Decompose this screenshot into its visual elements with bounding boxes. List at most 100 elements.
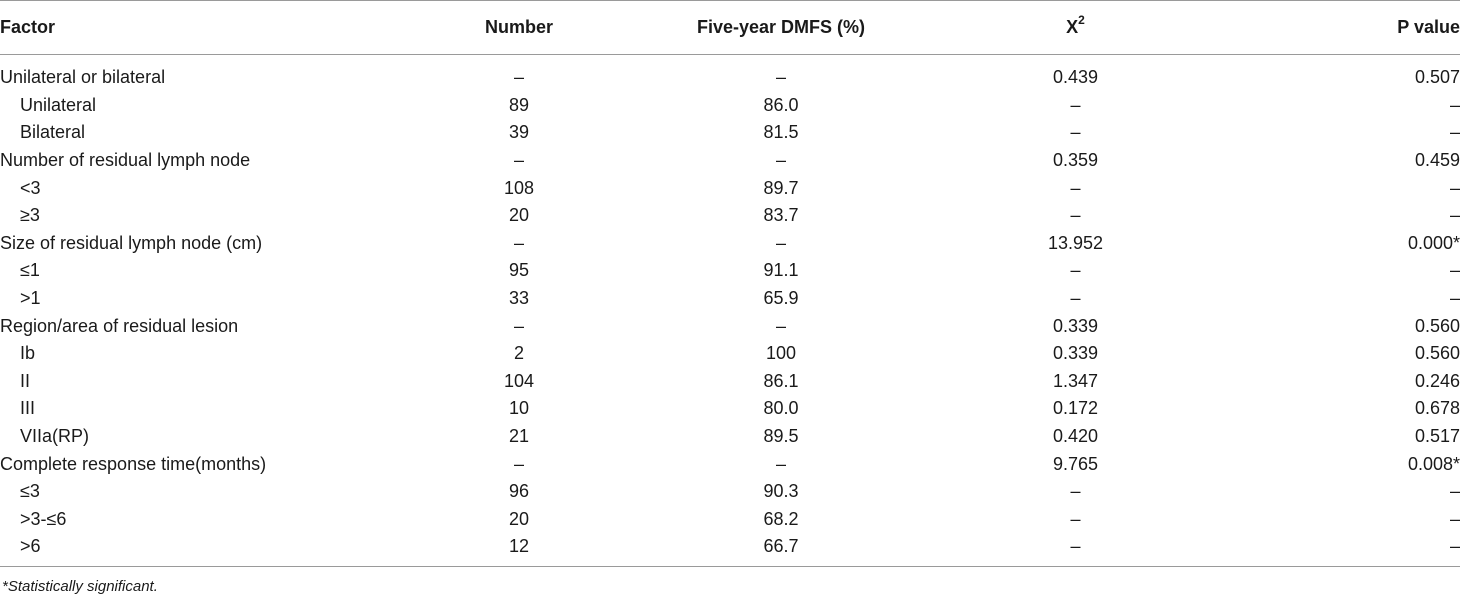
cell-dmfs: 68.2 — [763, 508, 799, 529]
cell-p-value: 0.507 — [1414, 67, 1460, 88]
cell-p-value: 0.008* — [1407, 453, 1460, 474]
cell-dmfs: – — [775, 67, 786, 88]
header-row: Factor Number Five-year DMFS (%) X2 P va… — [0, 0, 1460, 54]
cell-chi-square: 0.172 — [1052, 398, 1099, 419]
cell-number: 20 — [508, 205, 530, 226]
cell-factor: Ib — [20, 343, 36, 364]
table-row: Size of residual lymph node (cm) – – 13.952… — [0, 230, 1460, 258]
table-body: Unilateral or bilateral – –0.439 0.507 Unila… — [0, 54, 1460, 561]
cell-factor: ≥3 — [20, 205, 40, 226]
cell-number: 108 — [503, 177, 535, 198]
cell-number: 104 — [503, 370, 535, 391]
cell-p-value: 0.560 — [1414, 315, 1460, 336]
cell-dmfs: – — [775, 315, 786, 336]
cell-chi-square: – — [1070, 205, 1081, 226]
cell-factor: Unilateral — [20, 94, 97, 115]
chi-superscript: 2 — [1078, 12, 1085, 27]
cell-number: 10 — [508, 398, 530, 419]
cell-chi-square: – — [1070, 508, 1081, 529]
cell-chi-square: – — [1070, 177, 1081, 198]
table-row: <3 108 89.7 – – — [0, 174, 1460, 202]
chi-base: X — [1066, 16, 1079, 37]
cell-number: 96 — [508, 481, 530, 502]
cell-number: – — [513, 315, 524, 336]
cell-dmfs: 86.0 — [763, 94, 799, 115]
cell-factor: Region/area of residual lesion — [0, 315, 239, 336]
cell-factor: >1 — [20, 288, 41, 309]
header-factor: Factor — [0, 16, 56, 37]
cell-p-value: 0.246 — [1414, 370, 1460, 391]
cell-number: 95 — [508, 260, 530, 281]
cell-number: 2 — [513, 343, 524, 364]
table-row: Unilateral 89 86.0 – – — [0, 92, 1460, 120]
cell-p-value: 0.517 — [1414, 426, 1460, 447]
cell-dmfs: 81.5 — [763, 122, 799, 143]
cell-factor: Number of residual lymph node — [0, 150, 251, 171]
cell-factor: Size of residual lymph node (cm) — [0, 232, 263, 253]
cell-chi-square: 0.439 — [1052, 67, 1099, 88]
cell-factor: >3-≤6 — [20, 508, 67, 529]
table-row: Ib 2 100 0.339 0.560 — [0, 340, 1460, 368]
cell-number: 39 — [508, 122, 530, 143]
cell-factor: III — [20, 398, 36, 419]
cell-dmfs: 91.1 — [763, 260, 799, 281]
cell-factor: Bilateral — [20, 122, 86, 143]
table-row: Complete response time(months) – – 9.765 0.0… — [0, 450, 1460, 478]
cell-p-value: 0.560 — [1414, 343, 1460, 364]
cell-dmfs: 89.7 — [763, 177, 799, 198]
table-row: VIIa(RP) 21 89.5 0.420 0.517 — [0, 423, 1460, 451]
cell-factor: II — [20, 370, 31, 391]
cell-p-value: – — [1449, 536, 1460, 557]
cell-p-value: 0.000* — [1407, 232, 1460, 253]
cell-number: – — [513, 232, 524, 253]
cell-factor: <3 — [20, 177, 41, 198]
cell-dmfs: 90.3 — [763, 481, 799, 502]
table-row: ≥3 20 83.7 – – — [0, 202, 1460, 230]
header-number: Number — [484, 16, 553, 37]
cell-chi-square: – — [1070, 260, 1081, 281]
table-row: ≤1 95 91.1 – – — [0, 257, 1460, 285]
cell-chi-square: 0.339 — [1052, 343, 1099, 364]
cell-dmfs: 66.7 — [763, 536, 799, 557]
table-row: >1 33 65.9 – – — [0, 285, 1460, 313]
cell-factor: ≤3 — [20, 481, 40, 502]
cell-p-value: – — [1449, 122, 1460, 143]
header-dmfs: Five-year DMFS (%) — [696, 16, 866, 37]
table-row: III 10 80.0 0.172 0.678 — [0, 395, 1460, 423]
footnote: *Statistically significant. — [2, 578, 158, 595]
cell-dmfs: – — [775, 232, 786, 253]
cell-number: – — [513, 67, 524, 88]
table-row: >6 12 66.7 – – — [0, 533, 1460, 561]
table-row: Number of residual lymph node – – 0.359 0.45… — [0, 147, 1460, 175]
table-row: ≤3 96 90.3 – – — [0, 478, 1460, 506]
cell-number: 21 — [508, 426, 530, 447]
cell-chi-square: – — [1070, 481, 1081, 502]
cell-chi-square: 1.347 — [1052, 370, 1099, 391]
cell-chi-square: 0.359 — [1052, 150, 1099, 171]
results-table: Factor Number Five-year DMFS (%) X2 P va… — [0, 0, 1460, 561]
cell-p-value: 0.678 — [1414, 398, 1460, 419]
cell-number: 89 — [508, 94, 530, 115]
cell-dmfs: 89.5 — [763, 426, 799, 447]
header-rule — [0, 54, 1460, 55]
cell-chi-square: – — [1070, 122, 1081, 143]
cell-p-value: 0.459 — [1414, 150, 1460, 171]
table-row: >3-≤6 20 68.2 – – — [0, 506, 1460, 534]
top-rule — [0, 0, 1460, 1]
cell-p-value: – — [1449, 288, 1460, 309]
header-p-value: P value — [1397, 16, 1460, 37]
cell-p-value: – — [1449, 94, 1460, 115]
cell-chi-square: – — [1070, 94, 1081, 115]
table-row: II 104 86.1 1.347 0.246 — [0, 368, 1460, 396]
cell-dmfs: – — [775, 150, 786, 171]
cell-factor: ≤1 — [20, 260, 40, 281]
table-row: Region/area of residual lesion – – 0.339 0.5… — [0, 312, 1460, 340]
cell-p-value: – — [1449, 481, 1460, 502]
cell-chi-square: 13.952 — [1047, 232, 1104, 253]
cell-factor: >6 — [20, 536, 41, 557]
cell-chi-square: – — [1070, 288, 1081, 309]
cell-p-value: – — [1449, 205, 1460, 226]
cell-number: – — [513, 150, 524, 171]
cell-factor: VIIa(RP) — [20, 426, 90, 447]
header-chi-square: X2 — [924, 0, 1227, 54]
